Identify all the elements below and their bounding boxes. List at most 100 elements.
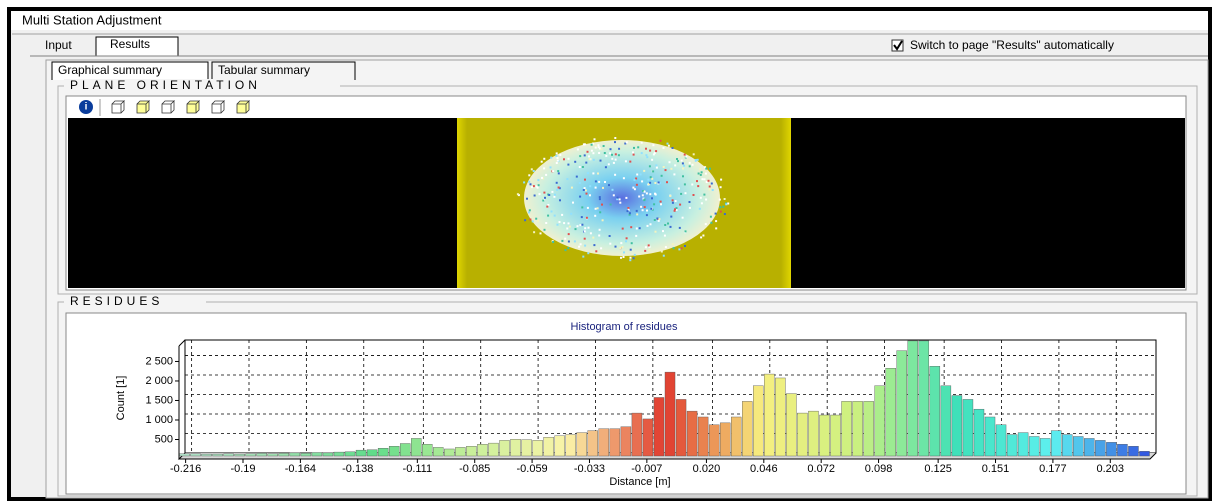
view-button[interactable] — [112, 101, 124, 113]
point — [682, 162, 684, 164]
point — [650, 223, 652, 225]
view-button[interactable] — [212, 101, 224, 113]
point — [540, 232, 542, 234]
point — [579, 155, 581, 157]
point — [528, 181, 530, 183]
point — [705, 199, 707, 201]
bar — [643, 419, 653, 456]
bar — [1040, 438, 1050, 456]
view-button[interactable] — [162, 101, 174, 113]
point — [609, 152, 611, 154]
point — [700, 236, 702, 238]
point — [667, 223, 669, 225]
point — [682, 217, 684, 219]
point — [608, 163, 610, 165]
tab[interactable]: Results — [110, 37, 150, 51]
view-button[interactable] — [137, 101, 149, 113]
point — [638, 196, 640, 198]
point — [586, 193, 588, 195]
x-tick-label: 0.125 — [924, 463, 952, 475]
bar — [963, 399, 973, 456]
bar — [1095, 440, 1105, 456]
point — [615, 246, 617, 248]
point — [711, 213, 713, 215]
point — [618, 148, 620, 150]
point — [673, 173, 675, 175]
point — [543, 192, 545, 194]
point — [689, 201, 691, 203]
point — [697, 185, 699, 187]
bar — [312, 452, 322, 456]
point — [655, 164, 657, 166]
subtab[interactable]: Graphical summary — [58, 63, 162, 77]
point — [584, 230, 586, 232]
bar — [389, 446, 399, 456]
point — [630, 249, 632, 251]
bar — [831, 415, 841, 456]
bar — [676, 399, 686, 456]
point — [649, 150, 651, 152]
bar — [808, 411, 818, 456]
point — [612, 189, 614, 191]
point — [627, 210, 629, 212]
x-tick-label: -0.007 — [631, 463, 662, 475]
point — [589, 158, 591, 160]
checkbox-label[interactable]: Switch to page "Results" automatically — [910, 38, 1114, 52]
x-tick-label: 0.177 — [1039, 463, 1067, 475]
bar — [786, 394, 796, 456]
point — [581, 206, 583, 208]
point — [725, 203, 727, 205]
point — [532, 220, 534, 222]
point — [528, 211, 530, 213]
bar — [1139, 451, 1149, 456]
point — [572, 202, 574, 204]
point — [679, 204, 681, 206]
point — [660, 201, 662, 203]
y-tick-label: 2 500 — [145, 355, 173, 367]
point — [699, 168, 701, 170]
point — [552, 241, 554, 243]
point — [582, 256, 584, 258]
bar — [544, 437, 554, 456]
point — [641, 152, 643, 154]
point — [617, 197, 619, 199]
tab[interactable]: Input — [45, 38, 72, 52]
point — [672, 199, 674, 201]
point — [623, 251, 625, 253]
y-tick-label: 500 — [155, 433, 173, 445]
point — [614, 174, 616, 176]
bar — [974, 409, 984, 456]
point — [577, 148, 579, 150]
window-title: Multi Station Adjustment — [22, 12, 162, 27]
point — [675, 200, 677, 202]
point — [702, 235, 704, 237]
point — [550, 166, 552, 168]
point — [571, 187, 573, 189]
view-button[interactable] — [187, 101, 199, 113]
point — [568, 233, 570, 235]
point — [705, 168, 707, 170]
point — [705, 173, 707, 175]
point — [595, 147, 597, 149]
bar — [191, 454, 201, 456]
point — [534, 195, 536, 197]
point — [546, 206, 548, 208]
bar — [477, 444, 487, 456]
point — [654, 182, 656, 184]
view-button[interactable] — [237, 101, 249, 113]
point — [559, 199, 561, 201]
point — [592, 172, 594, 174]
point — [523, 181, 525, 183]
bar — [753, 386, 763, 456]
bar — [488, 443, 498, 456]
point — [552, 170, 554, 172]
subtab[interactable]: Tabular summary — [218, 63, 310, 77]
point — [582, 166, 584, 168]
point — [535, 218, 537, 220]
bar — [819, 415, 829, 456]
point — [693, 194, 695, 196]
point — [595, 250, 597, 252]
point — [658, 182, 660, 184]
bar — [400, 444, 410, 456]
point — [614, 137, 616, 139]
